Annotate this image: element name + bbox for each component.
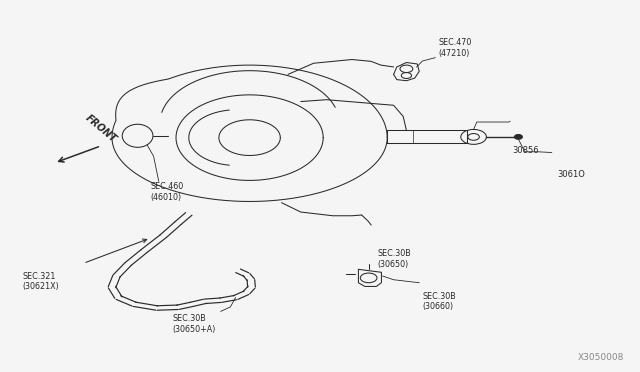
Text: SEC.321
(30621X): SEC.321 (30621X) xyxy=(22,272,59,291)
Text: 3061O: 3061O xyxy=(557,170,585,179)
Text: FRONT: FRONT xyxy=(84,113,118,144)
Circle shape xyxy=(515,135,522,139)
Text: SEC.30B
(30650): SEC.30B (30650) xyxy=(378,249,412,269)
Text: SEC.30B
(30660): SEC.30B (30660) xyxy=(422,292,456,311)
Text: X3050008: X3050008 xyxy=(578,353,624,362)
Text: 30856: 30856 xyxy=(512,146,539,155)
Text: SEC.470
(47210): SEC.470 (47210) xyxy=(438,38,472,58)
Text: SEC.460
(46010): SEC.460 (46010) xyxy=(150,182,184,202)
Text: SEC.30B
(30650+A): SEC.30B (30650+A) xyxy=(173,314,216,334)
